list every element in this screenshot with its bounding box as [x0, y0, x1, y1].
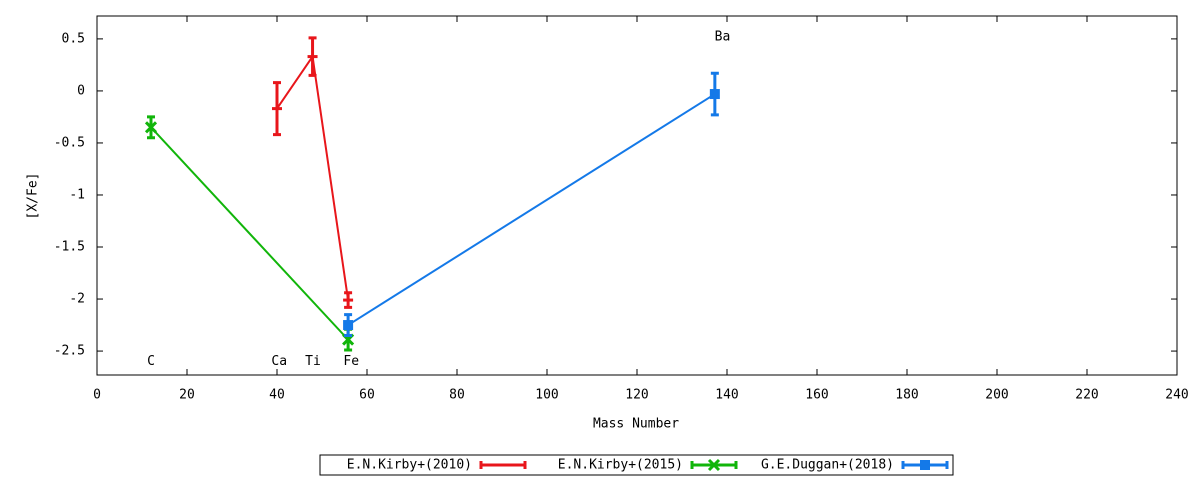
marker — [343, 320, 354, 331]
x-tick-label: 240 — [1165, 388, 1188, 403]
annotation: C — [147, 354, 155, 369]
y-tick-label: -0.5 — [54, 135, 85, 150]
annotation: Ti — [305, 354, 321, 369]
y-axis-label: [X/Fe] — [26, 173, 41, 220]
y-tick-label: -2 — [69, 292, 85, 307]
x-tick-label: 180 — [895, 388, 918, 403]
plot-frame — [96, 15, 1178, 376]
legend-marker — [707, 458, 721, 472]
series-line — [150, 126, 349, 341]
x-tick-label: 160 — [805, 388, 828, 403]
y-tick-label: -1.5 — [54, 240, 85, 255]
legend-box — [319, 454, 954, 476]
y-tick-label: -1 — [69, 187, 85, 202]
marker — [144, 121, 158, 134]
y-tick-label: 0 — [77, 83, 85, 98]
annotation: Fe — [343, 354, 359, 369]
x-axis-label: Mass Number — [593, 417, 679, 432]
x-tick-label: 0 — [93, 388, 101, 403]
y-tick-label: -2.5 — [54, 344, 85, 359]
annotation: Ba — [715, 29, 731, 44]
x-tick-label: 100 — [535, 388, 558, 403]
legend-label: G.E.Duggan+(2018) — [761, 458, 894, 473]
legend-marker — [920, 460, 930, 470]
x-tick-label: 60 — [359, 388, 375, 403]
series-line — [276, 53, 350, 301]
x-tick-label: 80 — [449, 388, 465, 403]
x-tick-label: 40 — [269, 388, 285, 403]
annotation: Ca — [271, 354, 287, 369]
x-tick-label: 20 — [179, 388, 195, 403]
legend-label: E.N.Kirby+(2015) — [558, 458, 683, 473]
series-line — [347, 93, 716, 326]
x-tick-label: 140 — [715, 388, 738, 403]
legend-label: E.N.Kirby+(2010) — [347, 458, 472, 473]
marker — [709, 89, 720, 100]
y-tick-label: 0.5 — [62, 31, 85, 46]
x-tick-label: 120 — [625, 388, 648, 403]
x-tick-label: 200 — [985, 388, 1008, 403]
x-tick-label: 220 — [1075, 388, 1098, 403]
